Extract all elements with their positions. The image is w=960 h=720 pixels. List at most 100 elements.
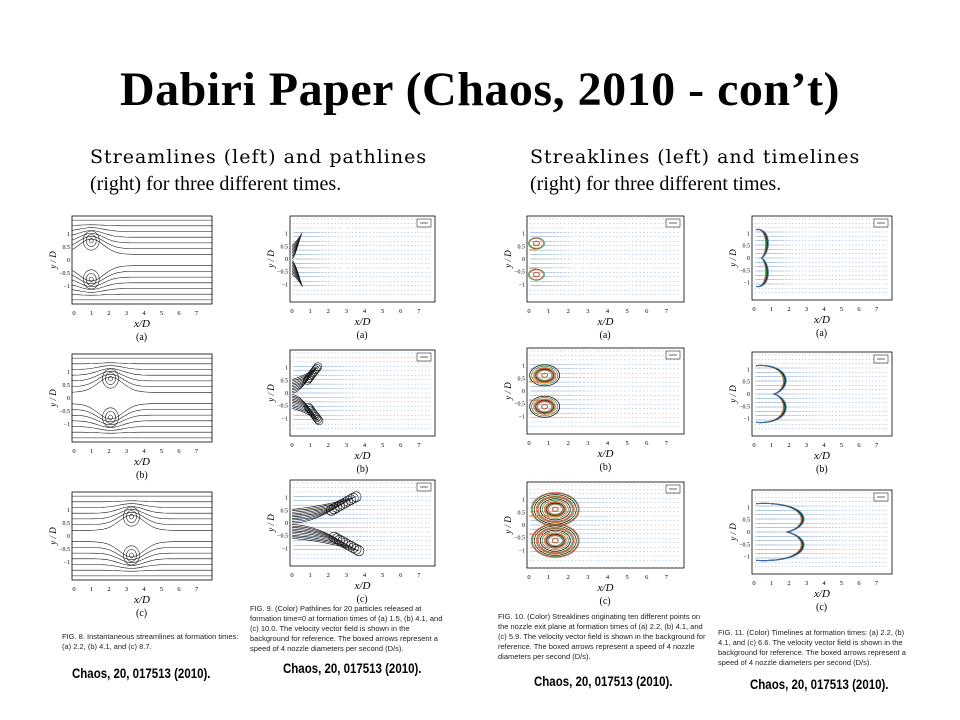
plot-svg: y / D 1 0.5 0 −0.5 −1 0 1 2 3 4 5 6 7 <box>728 351 893 449</box>
x-tick-label: 6 <box>645 574 649 581</box>
x-tick-label: 5 <box>840 306 843 313</box>
x-tick-label: 3 <box>125 310 128 317</box>
x-tick-label: 2 <box>787 306 790 313</box>
y-tick-label: 0 <box>522 523 525 529</box>
x-tick-label: 6 <box>857 442 861 449</box>
x-tick-label: 3 <box>805 306 808 313</box>
x-tick-label: 7 <box>875 442 879 449</box>
x-axis-label: x/D <box>597 582 614 594</box>
y-tick-label: −1 <box>744 281 750 287</box>
x-tick-label: 3 <box>805 442 808 449</box>
subfigure-label: (c) <box>356 594 368 605</box>
y-tick-label: −1 <box>282 416 288 422</box>
y-tick-label: −0.5 <box>277 270 288 276</box>
fig10-caption: FIG. 10. (Color) Streaklines originating… <box>498 612 706 661</box>
subfigure-label: (a) <box>356 330 368 341</box>
x-tick-label: 2 <box>327 572 330 579</box>
x-axis-label: x/D <box>814 588 830 600</box>
x-tick-label: 7 <box>195 448 199 455</box>
plot-svg: y / D 1 0.5 0 −0.5 −1 0 1 2 3 4 5 6 7 <box>728 489 893 587</box>
x-tick-label: 5 <box>381 308 384 315</box>
right-heading-line2: (right) for three different times. <box>530 173 782 195</box>
fig10-citation: Chaos, 20, 017513 (2010). <box>534 673 673 689</box>
x-tick-label: 5 <box>160 586 163 593</box>
x-tick-label: 7 <box>665 574 669 581</box>
y-tick-label: 0 <box>67 396 70 402</box>
x-tick-label: 4 <box>363 308 367 315</box>
right-heading-line1: Streaklines (left) and timelines <box>530 146 861 168</box>
y-tick-label: 1 <box>522 364 525 370</box>
x-tick-label: 0 <box>290 442 293 449</box>
x-tick-label: 3 <box>345 308 348 315</box>
left-heading-line2: (right) for three different times. <box>90 173 342 195</box>
subfigure-label: (b) <box>599 462 612 473</box>
plot-svg: y / D 1 0.5 0 −0.5 −1 0 1 2 3 4 5 6 7 <box>48 215 213 317</box>
x-tick-label: 0 <box>290 572 293 579</box>
x-tick-label: 3 <box>586 308 589 315</box>
slide-title: Dabiri Paper (Chaos, 2010 - con’t) <box>119 63 841 116</box>
y-tick-label: −1 <box>282 282 288 288</box>
x-tick-label: 2 <box>327 442 330 449</box>
left-heading: Streamlines (left) and pathlines (right)… <box>90 144 427 198</box>
x-axis-label: x/D <box>354 580 371 592</box>
y-axis-label: y / D <box>728 523 738 542</box>
x-tick-label: 0 <box>752 306 755 313</box>
x-tick-label: 4 <box>363 572 367 579</box>
y-tick-label: 0 <box>522 257 525 263</box>
x-axis-label: x/D <box>134 318 150 330</box>
x-tick-label: 2 <box>107 310 110 317</box>
x-tick-label: 7 <box>665 308 669 315</box>
subfigure-label: (a) <box>599 330 611 341</box>
x-tick-label: 7 <box>875 306 879 313</box>
y-axis-label: y / D <box>266 514 276 533</box>
x-tick-label: 4 <box>606 574 610 581</box>
x-tick-label: 2 <box>107 586 110 593</box>
subfigure-label: (a) <box>816 328 828 339</box>
subfigure-label: (b) <box>816 464 828 475</box>
y-tick-label: 1 <box>522 498 525 504</box>
x-tick-label: 4 <box>822 580 826 587</box>
x-tick-label: 6 <box>177 586 181 593</box>
x-tick-label: 0 <box>527 574 530 581</box>
y-tick-label: 0 <box>747 392 750 398</box>
x-tick-label: 0 <box>72 586 75 593</box>
left-heading-line1: Streamlines (left) and pathlines <box>90 146 428 168</box>
x-tick-label: 2 <box>567 308 570 315</box>
y-tick-label: −0.5 <box>514 270 525 276</box>
y-axis-label: y / D <box>48 251 58 270</box>
y-tick-label: 0.5 <box>63 245 71 251</box>
x-tick-label: 6 <box>857 580 861 587</box>
y-tick-label: −0.5 <box>514 402 525 408</box>
subfigure-label: (c) <box>136 608 148 619</box>
y-tick-label: −0.5 <box>59 271 70 277</box>
fig9-caption: FIG. 9. (Color) Pathlines for 20 particl… <box>250 604 443 653</box>
x-tick-label: 0 <box>72 448 75 455</box>
x-tick-label: 7 <box>417 308 421 315</box>
fig11-caption: FIG. 11. (Color) Timelines at formation … <box>718 628 906 667</box>
x-tick-label: 5 <box>840 580 843 587</box>
fig11-citation: Chaos, 20, 017513 (2010). <box>750 676 889 692</box>
x-axis-label: x/D <box>134 456 150 468</box>
x-tick-label: 7 <box>417 442 421 449</box>
y-tick-label: −1 <box>744 417 750 423</box>
x-tick-label: 1 <box>770 442 773 449</box>
subfigure-label: (b) <box>136 470 148 481</box>
y-tick-label: 0 <box>522 389 525 395</box>
x-tick-label: 4 <box>822 442 826 449</box>
x-tick-label: 0 <box>290 308 293 315</box>
y-tick-label: 0.5 <box>518 244 526 250</box>
x-tick-label: 5 <box>381 572 384 579</box>
x-tick-label: 6 <box>399 308 403 315</box>
x-axis-label: x/D <box>134 594 150 606</box>
x-tick-label: 4 <box>142 310 146 317</box>
x-tick-label: 4 <box>142 586 146 593</box>
x-tick-label: 1 <box>770 306 773 313</box>
y-tick-label: 0.5 <box>743 518 751 524</box>
x-tick-label: 0 <box>752 442 755 449</box>
x-tick-label: 2 <box>787 442 790 449</box>
plot-svg: y / D 1 0.5 0 −0.5 −1 0 1 2 3 4 5 6 7 <box>728 215 893 313</box>
x-tick-label: 6 <box>177 310 181 317</box>
y-tick-label: 0.5 <box>743 380 751 386</box>
y-tick-label: −0.5 <box>739 268 750 274</box>
y-tick-label: 0.5 <box>63 521 71 527</box>
